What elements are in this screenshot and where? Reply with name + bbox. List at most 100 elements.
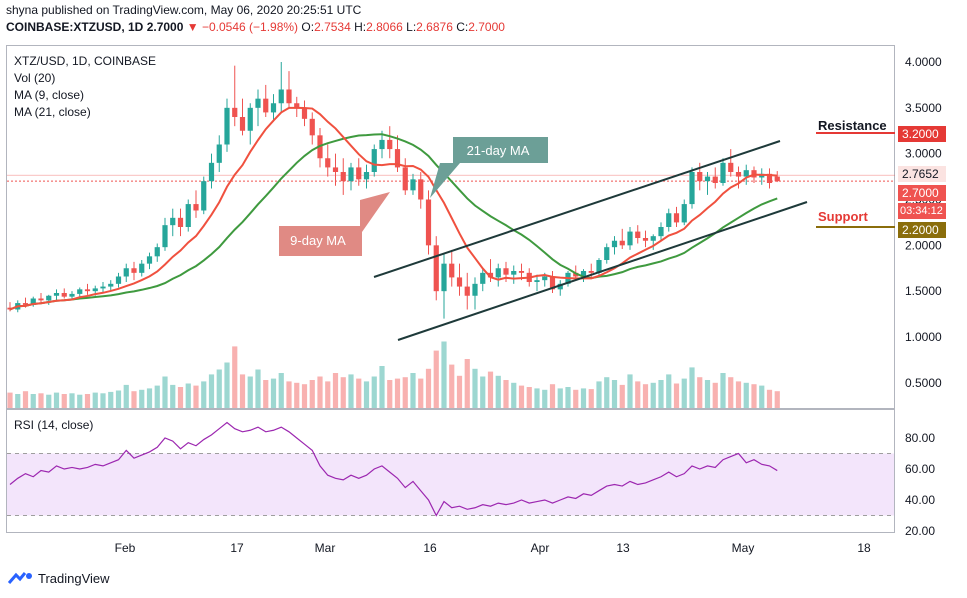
candle-body — [286, 89, 292, 104]
support-price-tag: 2.2000 — [898, 222, 946, 238]
candle-body — [154, 247, 160, 257]
volume-bar — [673, 383, 680, 408]
candle-body — [402, 167, 408, 191]
volume-bar — [317, 376, 323, 408]
candle-body — [418, 179, 424, 200]
candle-body — [743, 170, 749, 177]
candle-body — [22, 303, 29, 305]
candle-body — [650, 236, 656, 241]
candle-body — [108, 283, 114, 287]
candle-body — [387, 139, 393, 150]
candle-body — [619, 240, 625, 246]
volume-bar — [433, 350, 439, 408]
price-axis-tick: 2.0000 — [905, 238, 942, 252]
volume-bar — [363, 381, 370, 408]
ma9-callout-text: 9-day MA — [290, 233, 346, 248]
down-arrow-icon: ▼ — [186, 20, 199, 34]
volume-bar — [681, 378, 687, 408]
volume-bar — [332, 373, 339, 408]
candle-body — [689, 172, 695, 205]
candle-body — [472, 283, 478, 296]
candle-body — [356, 167, 362, 180]
ma9-legend[interactable]: MA (9, close) — [14, 88, 85, 102]
ma21-legend[interactable]: MA (21, close) — [14, 105, 91, 119]
candle-body — [201, 181, 207, 211]
candle-body — [534, 280, 540, 282]
candle-body — [46, 295, 52, 301]
candle-body — [681, 204, 687, 223]
candle-body — [611, 240, 618, 248]
volume-bar — [15, 394, 21, 408]
candle-body — [425, 199, 432, 246]
resistance-price-tag: 3.2000 — [898, 126, 946, 142]
candle-body — [394, 149, 401, 168]
candle-body — [596, 260, 602, 273]
candle-body — [433, 245, 439, 292]
price-axis-tick: 4.0000 — [905, 55, 942, 69]
volume-bar — [7, 392, 13, 408]
candle-body — [449, 263, 455, 278]
volume-bar — [30, 394, 36, 408]
rsi-axis-tick: 80.00 — [905, 431, 935, 445]
volume-legend[interactable]: Vol (20) — [14, 71, 56, 85]
candle-body — [278, 89, 284, 104]
publish-info: shyna published on TradingView.com, May … — [6, 3, 362, 17]
candle-body — [766, 173, 773, 183]
date-axis-tick: Feb — [115, 541, 136, 555]
volume-bar — [146, 388, 153, 408]
volume-bar — [518, 385, 525, 408]
symbol-name[interactable]: COINBASE:XTZUSD, 1D — [6, 20, 144, 34]
volume-bar — [193, 385, 199, 408]
close-value: 2.7000 — [468, 20, 505, 34]
candle-body — [294, 103, 300, 108]
candle-body — [487, 272, 494, 278]
candle-body — [77, 289, 83, 294]
chart-title: XTZ/USD, 1D, COINBASE — [14, 54, 157, 68]
candle-body — [69, 293, 75, 297]
volume-bar — [697, 377, 703, 408]
ma21-callout-box — [430, 137, 548, 198]
volume-bar — [557, 388, 563, 408]
candle-body — [728, 162, 734, 172]
rsi-legend[interactable]: RSI (14, close) — [14, 418, 94, 432]
candle-body — [123, 268, 129, 277]
candle-body — [270, 103, 277, 113]
date-axis-tick: May — [732, 541, 755, 555]
candle-body — [177, 217, 184, 227]
candle-body — [557, 283, 563, 290]
volume-bar — [689, 367, 695, 408]
symbol-ohlc-bar: COINBASE:XTZUSD, 1D 2.7000 ▼ −0.0546 (−1… — [6, 20, 505, 34]
rsi-pane[interactable] — [6, 409, 895, 533]
open-value: 2.7534 — [314, 20, 351, 34]
volume-bar — [720, 373, 726, 408]
volume-bar — [232, 346, 238, 408]
volume-bar — [503, 380, 509, 408]
tradingview-logo[interactable]: TradingView — [8, 570, 110, 586]
candle-body — [263, 98, 269, 113]
volume-bar — [472, 368, 478, 408]
volume-bar — [759, 385, 765, 408]
candle-body — [363, 172, 370, 180]
candle-body — [309, 118, 315, 136]
volume-bar — [239, 374, 246, 408]
volume-bar — [611, 380, 618, 408]
volume-bar — [77, 394, 83, 408]
date-axis-tick: 17 — [230, 541, 244, 555]
volume-bar — [495, 375, 501, 408]
volume-bar — [751, 384, 757, 408]
volume-bar — [100, 393, 106, 408]
candle-body — [162, 225, 168, 248]
volume-bar — [456, 375, 463, 408]
candle-body — [480, 272, 486, 284]
volume-bar — [511, 382, 517, 408]
last-price: 2.7000 — [146, 20, 184, 34]
countdown-tag: 03:34:12 — [898, 203, 946, 219]
volume-bar — [588, 389, 594, 408]
volume-bar — [286, 381, 292, 408]
volume-bar — [294, 382, 300, 408]
volume-bar — [22, 391, 29, 408]
rsi-axis-tick: 40.00 — [905, 493, 935, 507]
volume-bar — [410, 373, 416, 408]
candle-body — [224, 107, 230, 145]
